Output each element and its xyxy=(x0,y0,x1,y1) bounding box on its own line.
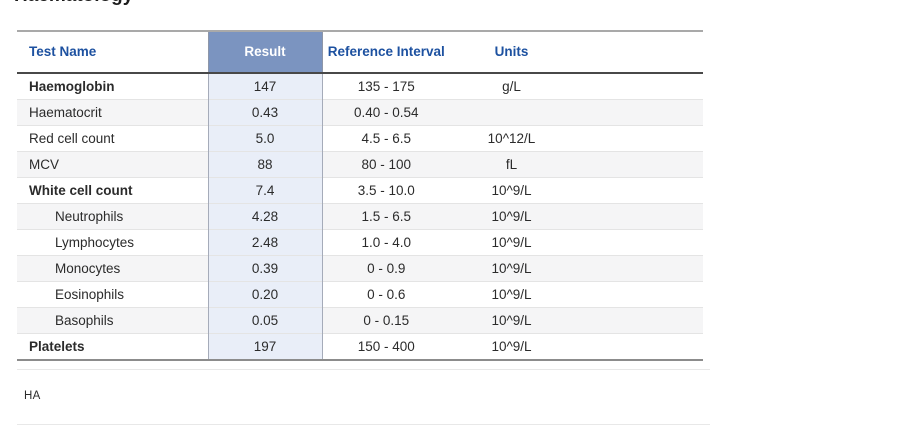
results-body: Haemoglobin 147 135 - 175 g/L Haematocri… xyxy=(17,73,703,360)
table-row: Lymphocytes 2.48 1.0 - 4.0 10^9/L xyxy=(17,229,703,256)
reference-interval-cell: 1.0 - 4.0 xyxy=(361,235,412,250)
result-cell: 5.0 xyxy=(207,125,323,152)
reference-interval-cell: 80 - 100 xyxy=(361,157,412,172)
test-name-cell: Platelets xyxy=(29,339,85,354)
test-name-cell: Basophils xyxy=(55,313,114,328)
units-cell xyxy=(450,100,573,126)
test-name-cell: Monocytes xyxy=(55,261,121,276)
table-header: Test Name Result Reference Interval Unit… xyxy=(17,31,703,73)
result-cell: 0.05 xyxy=(207,307,323,334)
divider-line-bottom xyxy=(17,424,710,425)
page-title-cutoff: Haematology xyxy=(14,0,133,7)
units-cell: fL xyxy=(505,157,518,172)
reference-interval-cell: 0 - 0.15 xyxy=(363,313,410,328)
result-cell: 7.4 xyxy=(207,177,323,204)
units-cell: 10^9/L xyxy=(491,261,532,276)
spacer-cell xyxy=(573,178,703,204)
table-row: Haematocrit 0.43 0.40 - 0.54 xyxy=(17,99,703,126)
table-row: White cell count 7.4 3.5 - 10.0 10^9/L xyxy=(17,177,703,204)
reference-interval-cell: 0.40 - 0.54 xyxy=(353,105,419,120)
reference-interval-cell: 0 - 0.6 xyxy=(367,287,406,302)
test-name-cell: Lymphocytes xyxy=(55,235,135,250)
table-row: Monocytes 0.39 0 - 0.9 10^9/L xyxy=(17,255,703,282)
column-header-test-name: Test Name xyxy=(29,43,97,59)
result-cell: 0.39 xyxy=(207,255,323,282)
table-row: Basophils 0.05 0 - 0.15 10^9/L xyxy=(17,307,703,334)
spacer-cell xyxy=(573,100,703,126)
units-cell: 10^9/L xyxy=(491,313,532,328)
reference-interval-cell: 1.5 - 6.5 xyxy=(361,209,412,224)
units-cell: 10^9/L xyxy=(491,209,532,224)
table-row: MCV 88 80 - 100 fL xyxy=(17,151,703,178)
units-cell: 10^9/L xyxy=(491,339,532,354)
result-cell: 88 xyxy=(207,151,323,178)
result-cell: 197 xyxy=(207,333,323,360)
divider-line-top xyxy=(17,369,710,370)
spacer-cell xyxy=(573,152,703,178)
units-cell: 10^9/L xyxy=(491,183,532,198)
table-row: Platelets 197 150 - 400 10^9/L xyxy=(17,333,703,361)
test-name-cell: MCV xyxy=(29,157,59,172)
units-cell: g/L xyxy=(502,79,521,94)
test-name-cell: Haemoglobin xyxy=(29,79,115,94)
spacer-cell xyxy=(573,334,703,361)
result-cell: 147 xyxy=(207,73,323,100)
test-name-cell: Eosinophils xyxy=(55,287,125,302)
lab-results-table: Test Name Result Reference Interval Unit… xyxy=(17,30,703,361)
result-cell: 0.20 xyxy=(207,281,323,308)
reference-interval-cell: 3.5 - 10.0 xyxy=(357,183,415,198)
test-name-cell: White cell count xyxy=(29,183,133,198)
spacer-cell xyxy=(573,282,703,308)
spacer-cell xyxy=(573,126,703,152)
reference-interval-cell: 135 - 175 xyxy=(357,79,415,94)
header-row: Test Name Result Reference Interval Unit… xyxy=(17,31,703,73)
result-cell: 0.43 xyxy=(207,99,323,126)
column-header-reference-interval: Reference Interval xyxy=(327,43,445,59)
column-header-result: Result xyxy=(207,31,323,73)
units-cell: 10^9/L xyxy=(491,235,532,250)
table-row: Red cell count 5.0 4.5 - 6.5 10^12/L xyxy=(17,125,703,152)
reference-interval-cell: 4.5 - 6.5 xyxy=(361,131,412,146)
footer-note: HA xyxy=(24,390,41,402)
table-row: Neutrophils 4.28 1.5 - 6.5 10^9/L xyxy=(17,203,703,230)
test-name-cell: Neutrophils xyxy=(55,209,124,224)
spacer-cell xyxy=(573,204,703,230)
spacer-cell xyxy=(573,230,703,256)
table-row: Eosinophils 0.20 0 - 0.6 10^9/L xyxy=(17,281,703,308)
units-cell: 10^9/L xyxy=(491,287,532,302)
column-header-spacer xyxy=(573,31,703,73)
reference-interval-cell: 0 - 0.9 xyxy=(367,261,406,276)
test-name-cell: Red cell count xyxy=(29,131,115,146)
spacer-cell xyxy=(573,308,703,334)
table-row: Haemoglobin 147 135 - 175 g/L xyxy=(17,73,703,100)
spacer-cell xyxy=(573,73,703,100)
result-cell: 2.48 xyxy=(207,229,323,256)
reference-interval-cell: 150 - 400 xyxy=(357,339,415,354)
test-name-cell: Haematocrit xyxy=(29,105,102,120)
result-cell: 4.28 xyxy=(207,203,323,230)
units-cell: 10^12/L xyxy=(487,131,536,146)
spacer-cell xyxy=(573,256,703,282)
column-header-units: Units xyxy=(494,43,529,59)
